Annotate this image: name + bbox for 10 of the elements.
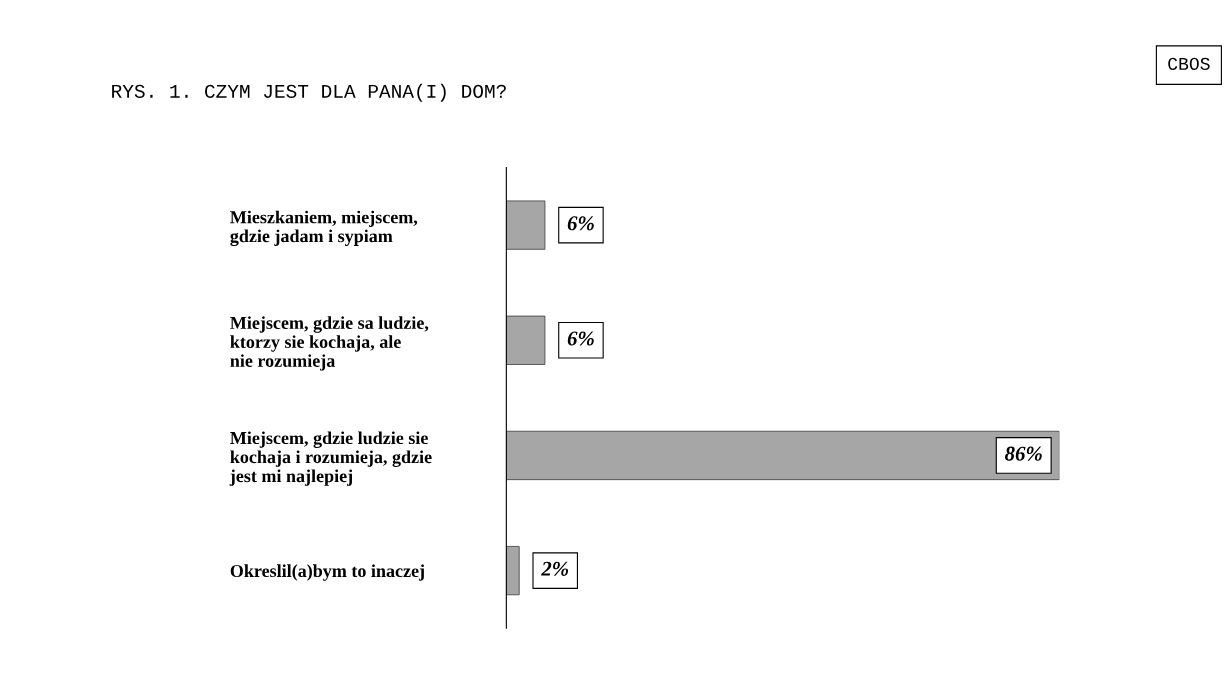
data-label: 86% — [1005, 446, 1042, 461]
y-tick-label: Miejscem, gdzie sa ludzie, ktorzy sie kochaja, ale nie rozumieja — [230, 316, 429, 371]
y-tick-label: Okreslil(a)bym to inaczej — [230, 564, 424, 581]
text: CBOS — [1168, 57, 1210, 70]
data-label: 6% — [567, 331, 594, 346]
data-label: 2% — [541, 561, 569, 576]
text: RYS. 1. CZYM JEST DLA PANA(I) DOM? — [112, 83, 506, 102]
y-tick-label: Miejscem, gdzie ludzie sie kochaja i rozumieja, gdzie jest mi najlepiej — [229, 431, 432, 486]
y-tick-label: Mieszkaniem, miejscem, gdzie jadam i sypiam — [230, 210, 418, 247]
data-label: 6% — [567, 216, 594, 231]
